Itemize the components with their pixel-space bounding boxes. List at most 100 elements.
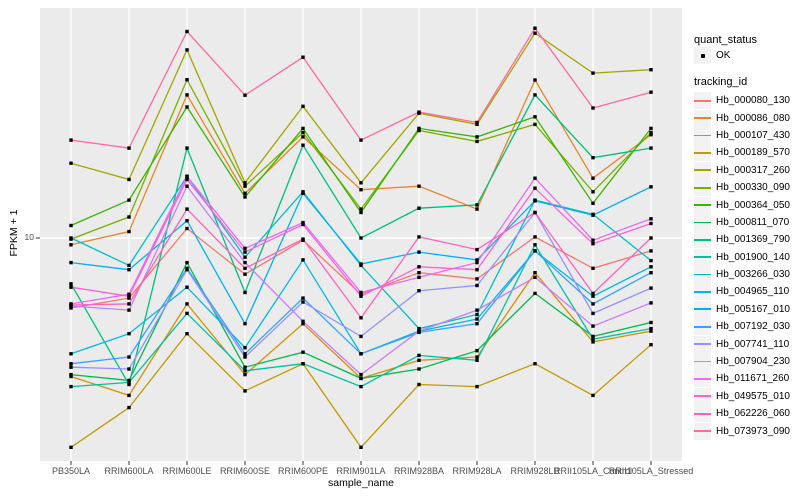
data-point [185, 285, 189, 289]
data-point [69, 352, 73, 356]
data-point [417, 271, 421, 275]
legend-key-box [694, 405, 711, 423]
legend-line-swatch [694, 99, 711, 102]
data-point [301, 135, 305, 139]
legend-tracking-items: Hb_000080_130 Hb_000086_080 Hb_000107_430 H… [694, 92, 790, 440]
legend-key-box [694, 161, 711, 179]
data-point [591, 393, 595, 398]
data-point [649, 326, 653, 331]
data-point [185, 268, 189, 272]
data-point [359, 188, 363, 192]
x-tick-label: RRIM600PE [277, 466, 329, 476]
data-point [591, 302, 595, 306]
legend-item-Hb_000080_130: Hb_000080_130 [694, 92, 790, 110]
legend-key-box [694, 353, 711, 371]
data-point [301, 220, 305, 225]
data-point [649, 286, 653, 290]
data-point [417, 206, 421, 210]
data-point [417, 289, 421, 293]
legend-line-swatch [694, 221, 711, 224]
data-point [591, 156, 595, 160]
data-point [243, 255, 247, 259]
data-point [359, 376, 363, 381]
x-tick-label: RRIM600LE [162, 466, 212, 476]
legend-item-Hb_011671_260: Hb_011671_260 [694, 370, 790, 388]
data-point [649, 258, 653, 263]
legend-item-Hb_005167_010: Hb_005167_010 [694, 300, 790, 318]
legend-line-swatch [694, 134, 711, 137]
data-point [359, 207, 363, 211]
legend-item-Hb_003266_030: Hb_003266_030 [694, 266, 790, 284]
data-point [649, 249, 653, 253]
data-point [69, 260, 73, 265]
legend-line-swatch [694, 412, 711, 415]
data-point [127, 198, 131, 202]
data-point [649, 301, 653, 305]
data-point [243, 355, 247, 359]
ok-point-icon [700, 53, 705, 58]
data-point [127, 263, 131, 268]
legend-item-label: Hb_001900_140 [716, 251, 790, 263]
legend-item-label: Hb_000086_080 [716, 112, 790, 124]
data-point [417, 184, 421, 188]
legend-item-Hb_000189_570: Hb_000189_570 [694, 144, 790, 162]
data-point [243, 272, 247, 276]
data-point [475, 268, 479, 272]
data-point [475, 355, 479, 359]
data-point [243, 290, 247, 295]
data-point [185, 332, 189, 336]
data-point [417, 235, 421, 239]
data-point [533, 291, 537, 296]
legend-line-swatch [694, 186, 711, 189]
legend-item-label: Hb_000811_070 [716, 216, 790, 228]
data-point [649, 146, 653, 150]
data-point [301, 319, 305, 323]
legend-item-Hb_007741_110: Hb_007741_110 [694, 335, 790, 353]
data-point [301, 191, 305, 195]
data-point [649, 320, 653, 325]
data-point [591, 340, 595, 344]
legend-item-Hb_000330_090: Hb_000330_090 [694, 179, 790, 197]
data-point [533, 122, 537, 127]
data-point [475, 277, 479, 281]
data-point [417, 353, 421, 358]
legend-line-swatch [694, 430, 711, 432]
data-point [243, 191, 247, 195]
legend-line-swatch [694, 378, 711, 380]
data-point [127, 378, 131, 383]
data-point [301, 222, 305, 227]
data-point [475, 283, 479, 288]
data-point [417, 128, 421, 133]
data-point [533, 78, 537, 82]
legend-item-label: Hb_004965_110 [716, 286, 790, 298]
legend-key-box [694, 370, 711, 388]
data-point [359, 334, 363, 339]
data-point [243, 322, 247, 326]
x-tick-label: RRIM600LA [104, 466, 154, 476]
legend: quant_status OK tracking_id Hb_000080_13… [694, 33, 790, 440]
legend-item-Hb_001369_790: Hb_001369_790 [694, 231, 790, 249]
legend-item-Hb_000811_070: Hb_000811_070 [694, 213, 790, 231]
data-point [417, 265, 421, 269]
y-tick-label: 10 [24, 232, 34, 242]
data-point [69, 236, 73, 240]
legend-line-swatch [694, 395, 711, 398]
legend-key-box [694, 231, 711, 249]
legend-key-box [694, 92, 711, 110]
data-point [533, 235, 537, 239]
data-point [69, 384, 73, 389]
data-point [417, 358, 421, 362]
data-point [591, 213, 595, 217]
data-point [533, 271, 537, 275]
legend-item-label: Hb_007192_030 [716, 321, 790, 333]
data-point [591, 324, 595, 328]
x-tick-label: PB350LA [51, 466, 91, 476]
data-point [649, 126, 653, 131]
data-point [649, 271, 653, 275]
data-point [533, 199, 537, 203]
data-point [475, 122, 479, 127]
data-point [69, 243, 73, 247]
data-point [69, 285, 73, 289]
data-point [127, 355, 131, 359]
